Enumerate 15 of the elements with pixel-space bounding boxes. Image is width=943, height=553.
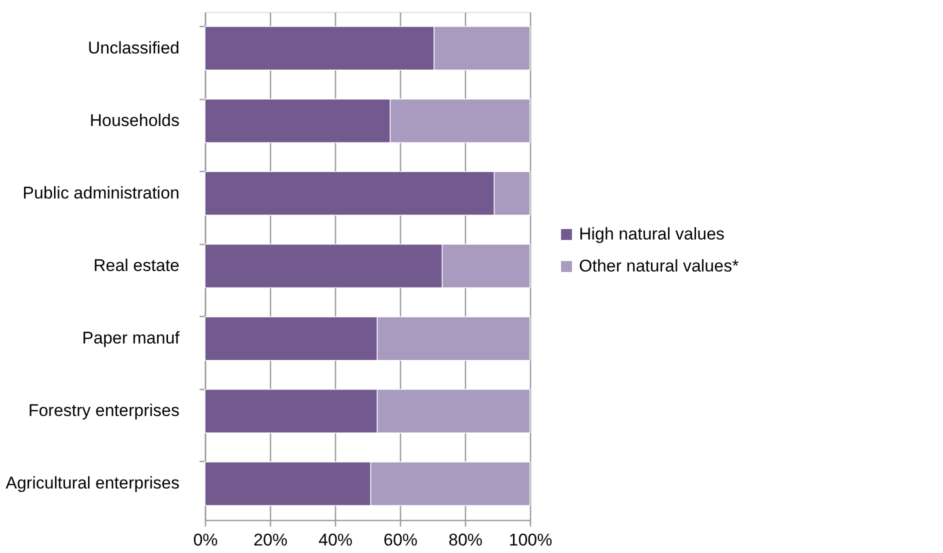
y-tick-label: Unclassified xyxy=(88,38,180,58)
y-tick-label: Households xyxy=(90,110,180,130)
y-tick-label: Real estate xyxy=(94,256,180,275)
legend-label: High natural values xyxy=(579,224,725,244)
x-tick-label: 100% xyxy=(508,530,552,550)
x-tick-label: 20% xyxy=(253,530,288,550)
x-tick-label: 80% xyxy=(448,530,483,550)
x-tick-label: 60% xyxy=(383,530,418,550)
y-tick-label: Agricultural enterprises xyxy=(6,474,180,493)
x-tick-label: 0% xyxy=(193,530,218,550)
y-tick-label: Public administration xyxy=(22,183,180,202)
y-tick-label: Paper manuf xyxy=(82,328,180,348)
legend-label: Other natural values* xyxy=(579,256,740,276)
y-tick-label: Forestry enterprises xyxy=(28,401,180,420)
x-tick-label: 40% xyxy=(318,530,353,550)
